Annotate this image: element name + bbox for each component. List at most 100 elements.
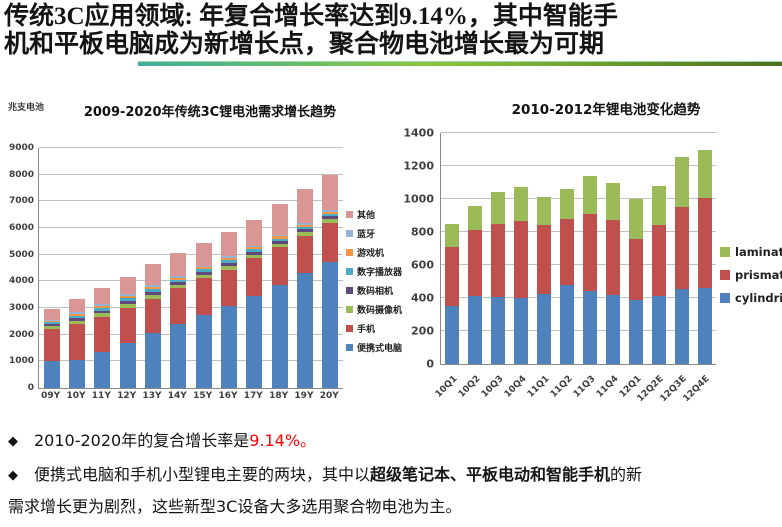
bar-group-12Q3E xyxy=(670,133,693,364)
bar-segment-prismatic xyxy=(491,223,506,298)
bar-segment-数字播放器 xyxy=(220,260,237,263)
legend-label: 数码摄像机 xyxy=(357,306,403,316)
bar-group-11Q3 xyxy=(579,133,602,364)
title-underline xyxy=(138,61,782,66)
bar-segment-数码相机 xyxy=(43,324,60,327)
legend-label: 数字播放器 xyxy=(357,268,403,278)
bar-segment-laminate xyxy=(651,185,666,226)
y-axis-ticks: 0 1000 2000 3000 4000 5000 6000 7000 8000 9000 xyxy=(5,143,34,393)
legend-item-蓝牙: 蓝牙 xyxy=(346,224,402,243)
x-tick: 11Q1 xyxy=(526,368,555,408)
legend-label: cylindrical xyxy=(735,290,782,305)
legend-color-swatch xyxy=(720,246,730,257)
bar-segment-数字播放器 xyxy=(271,238,288,242)
legend-color-swatch xyxy=(346,344,353,351)
bar-segment-便携式电脑 xyxy=(246,295,263,388)
bar-segment-手机 xyxy=(246,258,263,296)
y-tick-label: 0 xyxy=(426,357,434,371)
bar-segment-其他 xyxy=(144,264,161,286)
bar-segment-数码摄像机 xyxy=(271,243,288,248)
gridline xyxy=(39,173,343,175)
bars xyxy=(39,148,343,388)
bar-segment-数码相机 xyxy=(246,252,263,255)
gridline xyxy=(39,147,343,148)
bar-segment-手机 xyxy=(119,308,136,343)
bar-segment-手机 xyxy=(144,298,161,334)
bar-segment-便携式电脑 xyxy=(94,351,111,388)
bar-segment-数字播放器 xyxy=(322,213,339,217)
legend-item-便携式电脑: 便携式电脑 xyxy=(346,338,402,357)
stacked-bar xyxy=(674,133,689,364)
right-plot-area xyxy=(440,132,716,365)
legend-item-手机: 手机 xyxy=(346,319,402,338)
bar-segment-数字播放器 xyxy=(246,249,263,253)
legend-color-swatch xyxy=(346,306,353,313)
x-tick: 19Y xyxy=(291,391,316,401)
legend-label: 便携式电脑 xyxy=(357,344,403,354)
gridline xyxy=(39,280,343,282)
bar-group-10Q1 xyxy=(441,133,464,364)
bar-segment-其他 xyxy=(94,288,111,305)
bar-group-10Q4 xyxy=(510,133,533,364)
legend-color-swatch xyxy=(346,211,353,218)
bar-segment-其他 xyxy=(296,189,313,223)
bar-segment-cylindrical xyxy=(560,284,575,364)
y-tick-label: 1000 xyxy=(403,192,434,206)
bar-segment-prismatic xyxy=(468,230,483,297)
bar-group-12Q4E xyxy=(693,133,716,364)
y-tick-label: 3000 xyxy=(8,303,34,314)
bar-segment-游戏机 xyxy=(68,313,85,316)
x-tick-label: 17Y xyxy=(243,391,263,401)
bullet-1: ◆ 2010-2020年的复合增长率是9.14%。 xyxy=(8,426,778,458)
bar-segment-游戏机 xyxy=(246,247,263,250)
bar-group-10Q3 xyxy=(487,133,510,364)
bar-segment-蓝牙 xyxy=(43,319,60,321)
x-tick-label: 12Y xyxy=(117,391,137,401)
bar-segment-蓝牙 xyxy=(94,304,111,306)
bar-segment-cylindrical xyxy=(537,293,552,364)
x-tick: 11Y xyxy=(89,391,114,401)
stacked-bar xyxy=(296,148,313,388)
bar-segment-laminate xyxy=(537,197,552,226)
x-axis-ticks: 10Q1 10Q2 10Q3 10Q4 11Q1 11Q2 11Q3 11Q4 12Q1 12Q2… xyxy=(434,368,715,408)
legend-item-cylindrical: cylindrical xyxy=(720,286,782,309)
bar-segment-laminate xyxy=(491,192,506,224)
bar-group-10Q2 xyxy=(464,133,487,364)
bar-segment-其他 xyxy=(246,219,263,246)
bar-segment-laminate xyxy=(514,186,529,222)
stacked-bar xyxy=(170,148,187,388)
y-tick-label: 400 xyxy=(411,291,434,305)
gridline xyxy=(39,333,343,335)
bar-segment-数码摄像机 xyxy=(220,265,237,270)
bar-segment-手机 xyxy=(220,269,237,307)
bar-segment-prismatic xyxy=(582,213,597,291)
bar-segment-便携式电脑 xyxy=(271,285,288,388)
gridline xyxy=(441,297,716,298)
gridline xyxy=(441,165,716,166)
bar-group-14Y xyxy=(166,148,191,388)
y-tick-label: 4000 xyxy=(8,276,34,287)
bar-segment-手机 xyxy=(322,222,339,262)
legend-color-swatch xyxy=(720,292,730,303)
bar-group-12Q1 xyxy=(624,133,647,364)
bullet-1-highlight: 9.14%。 xyxy=(249,431,317,450)
x-tick: 12Q4E xyxy=(682,368,715,408)
left-chart-legend: 其他 蓝牙 游戏机 数字播放器 数码相机 数码摄像机 手机 便携式电脑 xyxy=(346,205,402,357)
y-tick-label: 200 xyxy=(411,324,434,338)
y-tick-label: 8000 xyxy=(8,169,34,180)
legend-label: 游戏机 xyxy=(357,249,385,259)
bar-segment-数字播放器 xyxy=(144,289,161,293)
bar-segment-手机 xyxy=(195,278,212,315)
bar-segment-便携式电脑 xyxy=(296,273,313,388)
bar-segment-数码摄像机 xyxy=(144,294,161,299)
stacked-bar xyxy=(537,133,552,364)
bar-segment-游戏机 xyxy=(170,277,187,280)
bar-segment-数码摄像机 xyxy=(68,320,85,324)
y-axis-unit-label: 兆支电池 xyxy=(8,103,45,113)
stacked-bar xyxy=(697,133,712,364)
bar-segment-数字播放器 xyxy=(296,226,313,230)
legend-label: 手机 xyxy=(357,325,376,335)
page-title: 传统3C应用领域: 年复合增长率达到9.14%，其中智能手 机和平板电脑成为新增… xyxy=(4,3,778,59)
bar-segment-laminate xyxy=(445,223,460,247)
